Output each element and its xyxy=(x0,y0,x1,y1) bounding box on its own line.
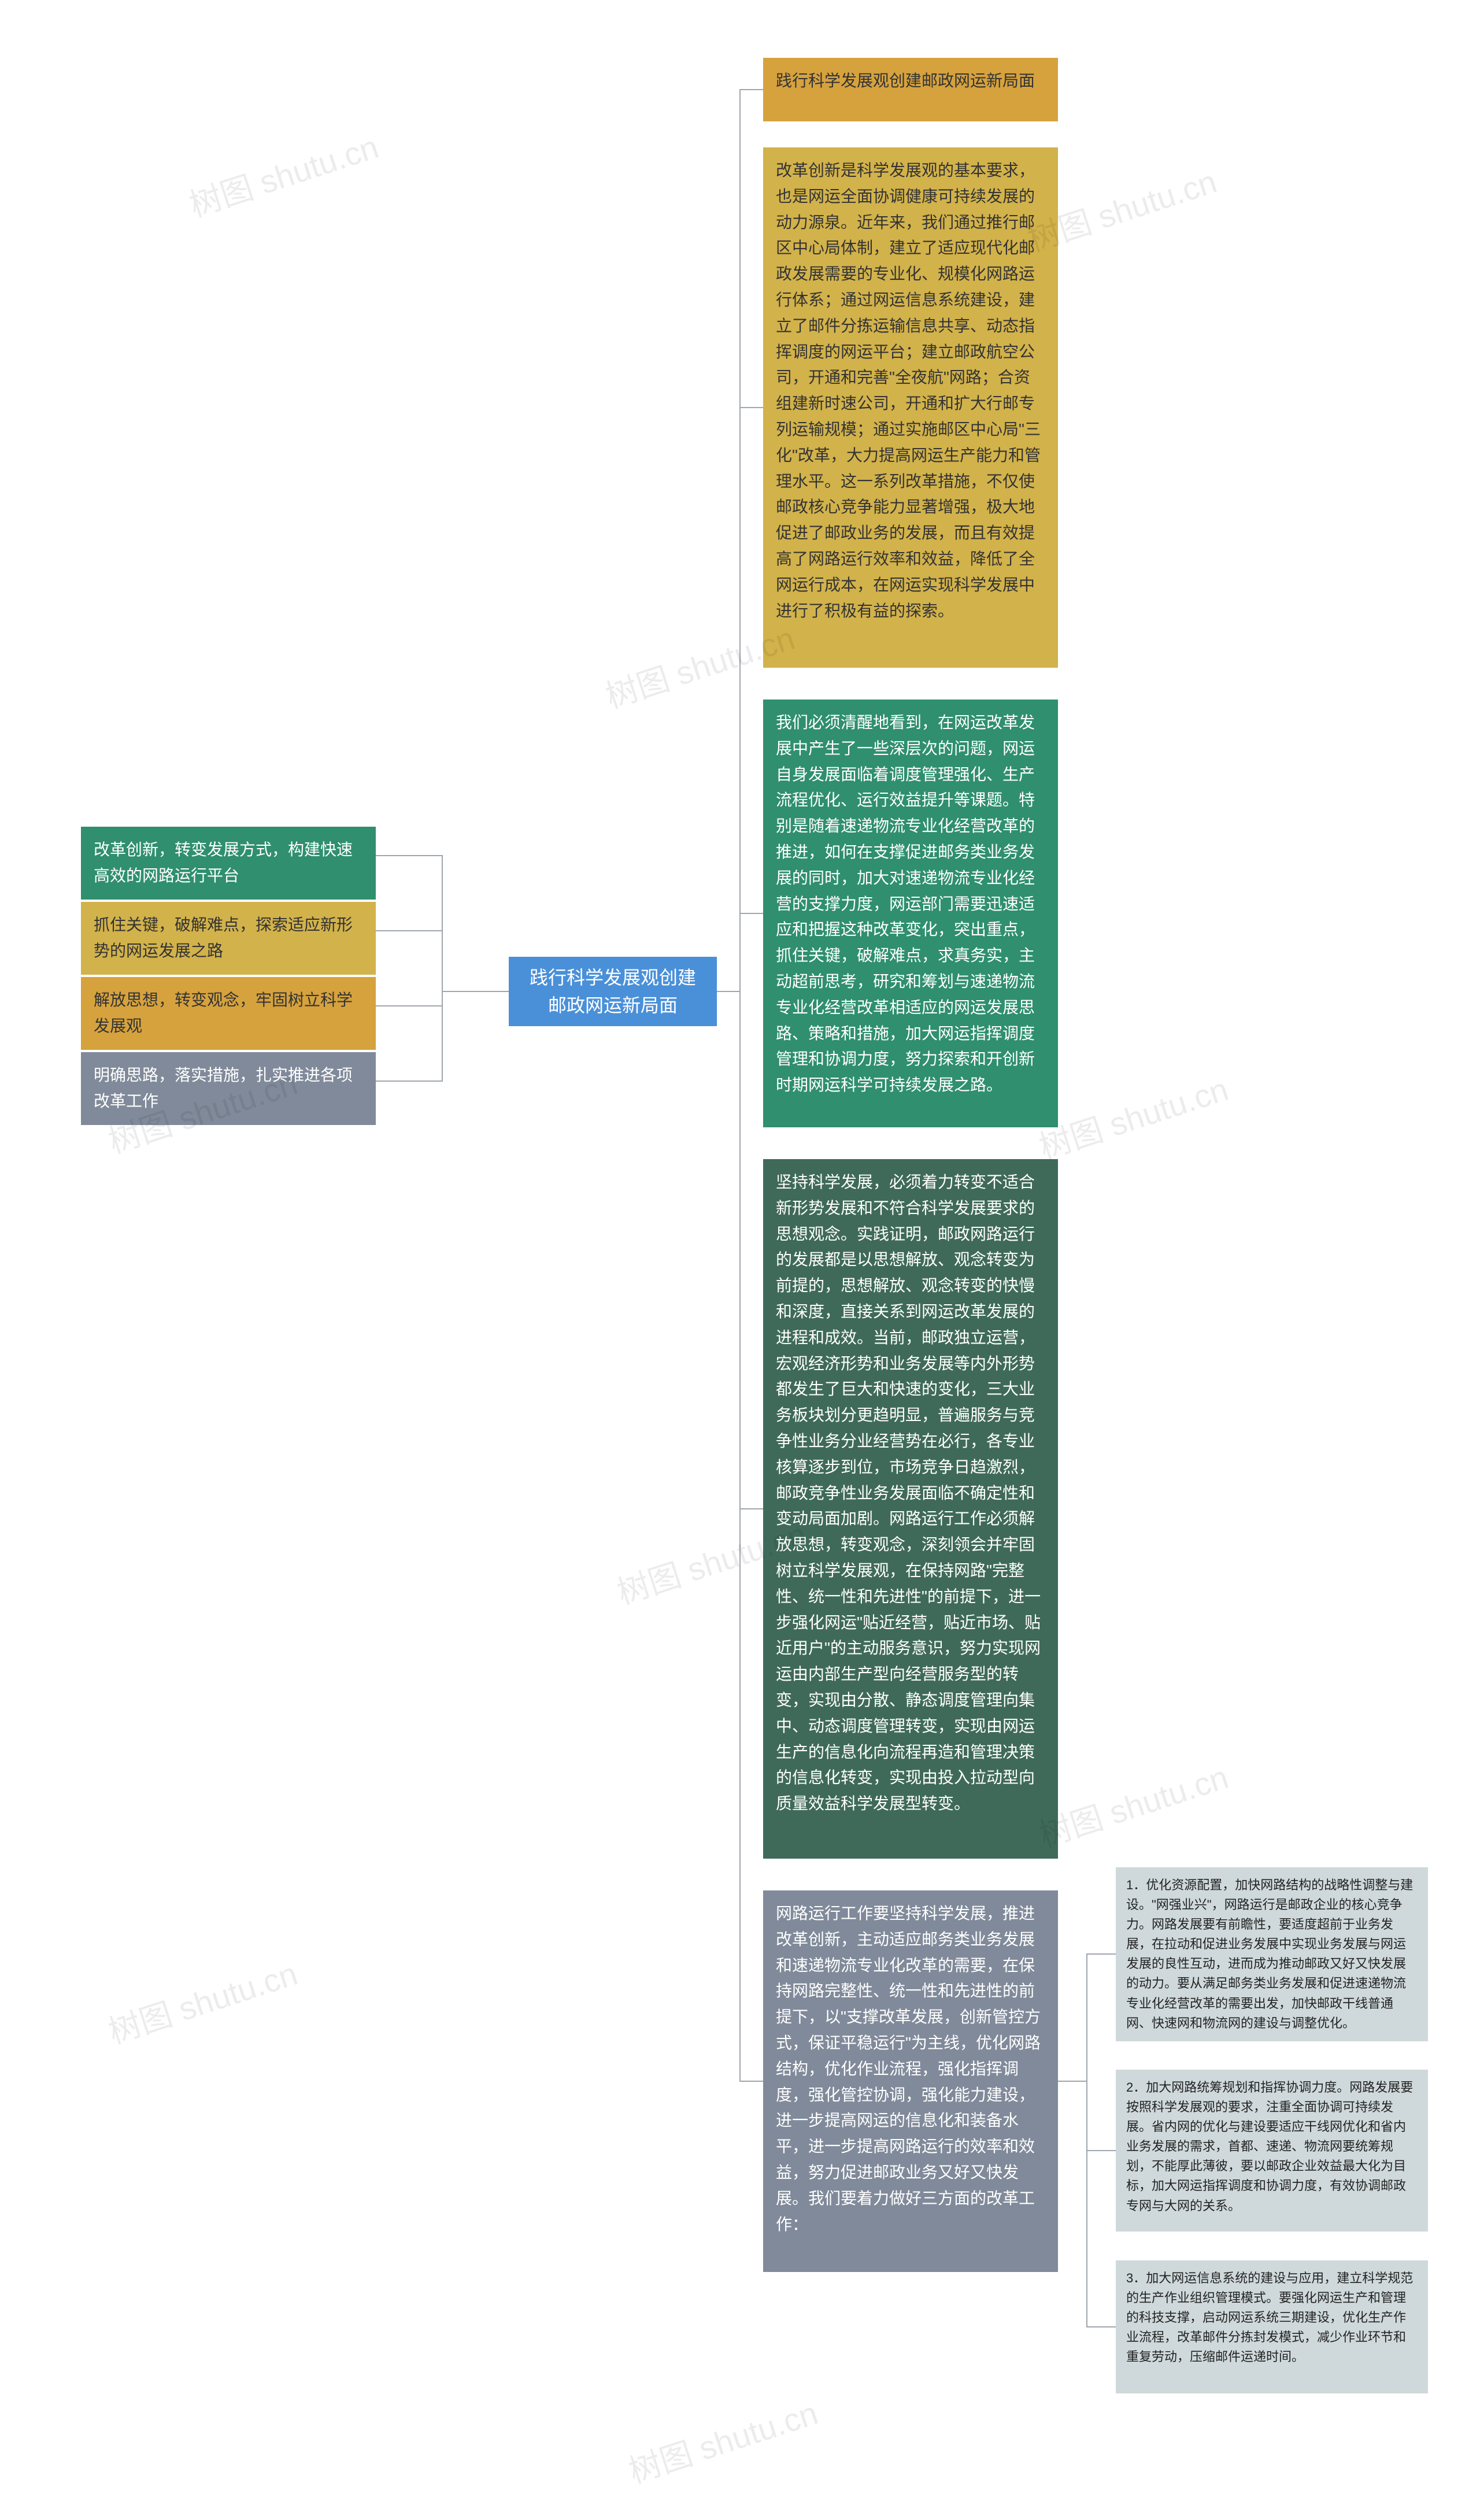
mindmap-node: 网路运行工作要坚持科学发展，推进改革创新，主动适应邮务类业务发展和速递物流专业化… xyxy=(763,1890,1058,2272)
mindmap-node: 坚持科学发展，必须着力转变不适合新形势发展和不符合科学发展要求的思想观念。实践证… xyxy=(763,1159,1058,1859)
watermark: 树图 shutu.cn xyxy=(1033,1752,1234,1857)
watermark: 树图 shutu.cn xyxy=(102,1948,303,2053)
mindmap-node: 明确思路，落实措施，扎实推进各项改革工作 xyxy=(81,1052,376,1125)
diagram-canvas: 践行科学发展观创建邮政网运新局面 改革创新，转变发展方式，构建快速高效的网路运行… xyxy=(0,0,1480,2520)
mindmap-node: 解放思想，转变观念，牢固树立科学发展观 xyxy=(81,977,376,1050)
mindmap-node: 我们必须清醒地看到，在网运改革发展中产生了一些深层次的问题，网运自身发展面临着调… xyxy=(763,700,1058,1127)
watermark: 树图 shutu.cn xyxy=(1033,1064,1234,1169)
center-node: 践行科学发展观创建邮政网运新局面 xyxy=(509,957,717,1026)
mindmap-node: 改革创新是科学发展观的基本要求，也是网运全面协调健康可持续发展的动力源泉。近年来… xyxy=(763,147,1058,668)
watermark: 树图 shutu.cn xyxy=(622,2388,823,2493)
mindmap-node: 抓住关键，破解难点，探索适应新形势的网运发展之路 xyxy=(81,902,376,975)
mindmap-node: 改革创新，转变发展方式，构建快速高效的网路运行平台 xyxy=(81,827,376,900)
mindmap-node: 3．加大网运信息系统的建设与应用，建立科学规范的生产作业组织管理模式。要强化网运… xyxy=(1116,2260,1428,2393)
mindmap-node: 2．加大网路统筹规划和指挥协调力度。网路发展要按照科学发展观的要求，注重全面协调… xyxy=(1116,2070,1428,2232)
watermark: 树图 shutu.cn xyxy=(183,121,384,227)
center-node-label: 践行科学发展观创建邮政网运新局面 xyxy=(521,964,704,1019)
mindmap-node: 践行科学发展观创建邮政网运新局面 xyxy=(763,58,1058,121)
mindmap-node: 1．优化资源配置，加快网路结构的战略性调整与建设。"网强业兴"，网路运行是邮政企… xyxy=(1116,1867,1428,2041)
